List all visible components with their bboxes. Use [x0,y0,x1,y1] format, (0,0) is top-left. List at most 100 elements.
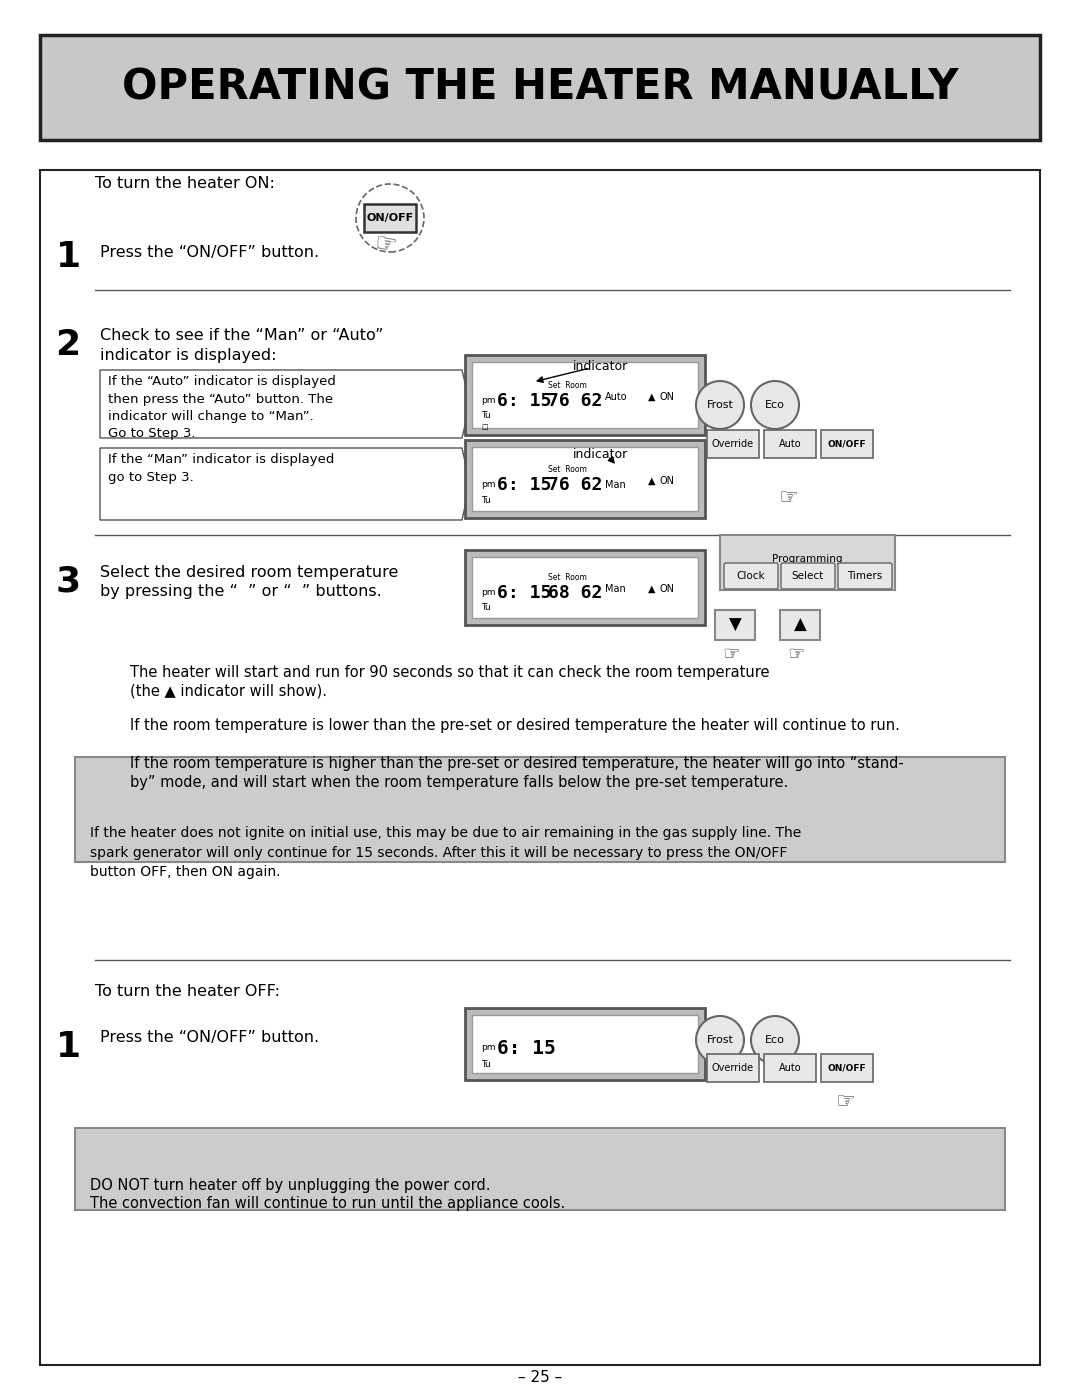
Polygon shape [100,448,470,520]
Text: by” mode, and will start when the room temperature falls below the pre-set tempe: by” mode, and will start when the room t… [130,775,788,789]
Text: indicator: indicator [572,448,627,461]
Text: □: □ [481,425,488,430]
Text: Clock: Clock [737,571,766,581]
Text: Press the “ON/OFF” button.: Press the “ON/OFF” button. [100,1030,319,1045]
FancyBboxPatch shape [724,563,778,590]
Text: ☞: ☞ [723,645,740,664]
Text: Eco: Eco [765,1035,785,1045]
Text: Press the “ON/OFF” button.: Press the “ON/OFF” button. [100,244,319,260]
Text: – 25 –: – 25 – [518,1370,562,1384]
Text: indicator: indicator [572,360,627,373]
Text: ▲: ▲ [648,584,656,594]
Bar [780,610,820,640]
Text: 1: 1 [55,240,81,274]
Text: ☞: ☞ [373,232,400,260]
Text: Auto: Auto [779,1063,801,1073]
Text: ☞: ☞ [787,645,805,664]
Bar [364,204,416,232]
Bar [40,35,1040,140]
Text: Auto: Auto [779,439,801,448]
Text: 6: 15: 6: 15 [497,476,552,495]
Text: DO NOT turn heater off by unplugging the power cord.: DO NOT turn heater off by unplugging the… [90,1178,490,1193]
Text: 76 62: 76 62 [548,476,603,495]
Text: Check to see if the “Man” or “Auto”: Check to see if the “Man” or “Auto” [100,328,383,344]
Text: ON/OFF: ON/OFF [827,440,866,448]
Text: 6: 15: 6: 15 [497,1039,556,1058]
Text: indicator is displayed:: indicator is displayed: [100,348,276,363]
Text: ☞: ☞ [778,488,798,509]
Bar [472,362,698,427]
FancyBboxPatch shape [838,563,892,590]
Text: Tu: Tu [481,411,490,420]
Text: ON: ON [660,393,675,402]
Text: 76 62: 76 62 [548,393,603,409]
Text: Set  Room: Set Room [548,573,586,583]
Text: 6: 15: 6: 15 [497,584,552,602]
Circle shape [696,1016,744,1065]
Text: Tu: Tu [481,604,490,612]
Text: Man: Man [605,481,625,490]
Bar [465,1009,705,1080]
Text: The convection fan will continue to run until the appliance cools.: The convection fan will continue to run … [90,1196,565,1211]
Text: 68 62: 68 62 [548,584,603,602]
Bar [472,557,698,617]
Text: Override: Override [712,1063,754,1073]
Text: Tu: Tu [481,496,490,504]
Text: The heater will start and run for 90 seconds so that it can check the room tempe: The heater will start and run for 90 sec… [130,665,769,680]
Text: OPERATING THE HEATER MANUALLY: OPERATING THE HEATER MANUALLY [122,67,958,109]
Bar [821,1053,873,1083]
Circle shape [696,381,744,429]
Text: Frost: Frost [706,1035,733,1045]
Text: If the “Auto” indicator is displayed
then press the “Auto” button. The
indicator: If the “Auto” indicator is displayed the… [108,374,336,440]
Text: 2: 2 [55,328,81,362]
Text: ▲: ▲ [794,616,807,634]
Text: (the ▲ indicator will show).: (the ▲ indicator will show). [130,683,327,698]
Text: pm: pm [481,1044,496,1052]
Bar [465,355,705,434]
Bar [472,1016,698,1073]
Text: Timers: Timers [848,571,882,581]
Text: ON: ON [660,476,675,486]
Text: pm: pm [481,481,496,489]
Text: ON/OFF: ON/OFF [827,1063,866,1073]
Text: Select the desired room temperature: Select the desired room temperature [100,564,399,580]
Bar [75,1127,1005,1210]
Bar [707,430,759,458]
Bar [465,440,705,518]
Text: If the heater does not ignite on initial use, this may be due to air remaining i: If the heater does not ignite on initial… [90,826,801,879]
Text: 1: 1 [55,1030,81,1065]
Bar [40,170,1040,1365]
Text: ▼: ▼ [729,616,741,634]
Text: If the room temperature is higher than the pre-set or desired temperature, the h: If the room temperature is higher than t… [130,756,904,771]
Text: Set  Room: Set Room [548,465,586,474]
Text: ON/OFF: ON/OFF [366,212,414,224]
Bar [764,1053,816,1083]
Bar [764,430,816,458]
Text: Programming: Programming [772,555,842,564]
Text: To turn the heater ON:: To turn the heater ON: [95,176,275,191]
Text: ▲: ▲ [648,393,656,402]
FancyBboxPatch shape [781,563,835,590]
Text: Override: Override [712,439,754,448]
Bar [720,535,895,590]
Text: Set  Room: Set Room [548,381,586,390]
Bar [715,610,755,640]
Text: ON: ON [660,584,675,594]
Bar [707,1053,759,1083]
Text: ☞: ☞ [835,1092,855,1112]
Text: Tu: Tu [481,1060,490,1069]
Text: If the “Man” indicator is displayed
go to Step 3.: If the “Man” indicator is displayed go t… [108,453,335,483]
Bar [75,757,1005,862]
Text: Frost: Frost [706,400,733,409]
Text: by pressing the “  ” or “  ” buttons.: by pressing the “ ” or “ ” buttons. [100,584,381,599]
Bar [472,447,698,511]
Text: ▲: ▲ [648,476,656,486]
Text: To turn the heater OFF:: To turn the heater OFF: [95,983,280,999]
Text: pm: pm [481,395,496,405]
Circle shape [751,381,799,429]
Text: 6: 15: 6: 15 [497,393,552,409]
Bar [465,550,705,624]
Polygon shape [100,370,470,439]
Text: If the room temperature is lower than the pre-set or desired temperature the hea: If the room temperature is lower than th… [130,718,900,733]
Bar [821,430,873,458]
